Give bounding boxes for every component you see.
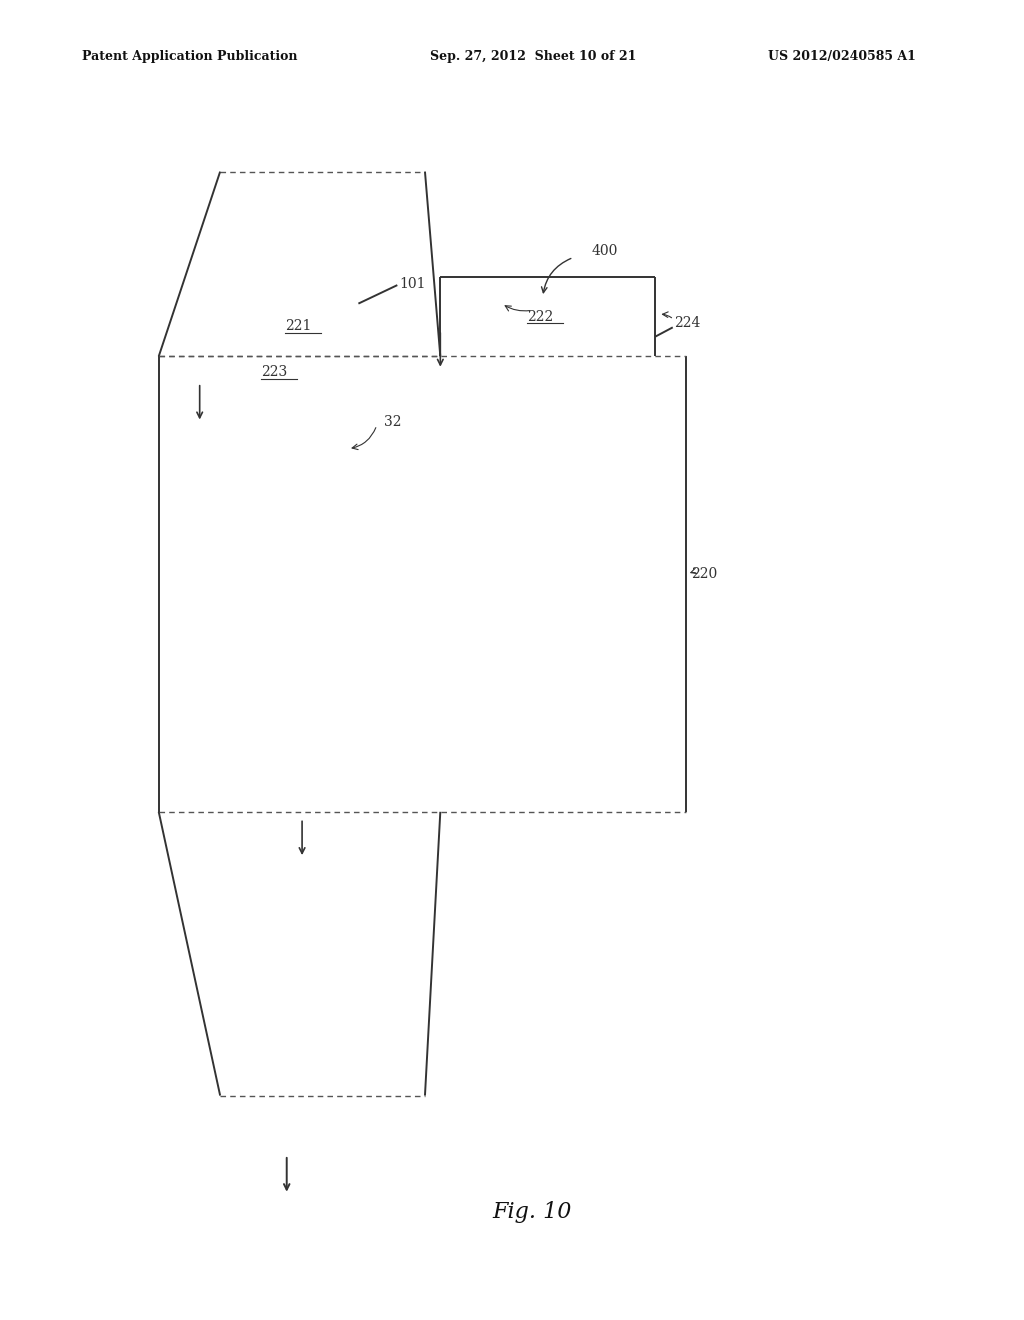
Text: 221: 221 <box>285 319 311 333</box>
Text: 101: 101 <box>399 277 426 290</box>
Text: 224: 224 <box>674 317 700 330</box>
Text: Sep. 27, 2012  Sheet 10 of 21: Sep. 27, 2012 Sheet 10 of 21 <box>430 50 637 63</box>
Text: Patent Application Publication: Patent Application Publication <box>82 50 297 63</box>
Text: 32: 32 <box>384 416 401 429</box>
Text: 223: 223 <box>261 366 288 379</box>
Text: 400: 400 <box>592 244 618 257</box>
Text: 222: 222 <box>527 310 554 323</box>
Text: Fig. 10: Fig. 10 <box>493 1201 572 1222</box>
Text: 220: 220 <box>691 568 718 581</box>
Text: US 2012/0240585 A1: US 2012/0240585 A1 <box>768 50 915 63</box>
